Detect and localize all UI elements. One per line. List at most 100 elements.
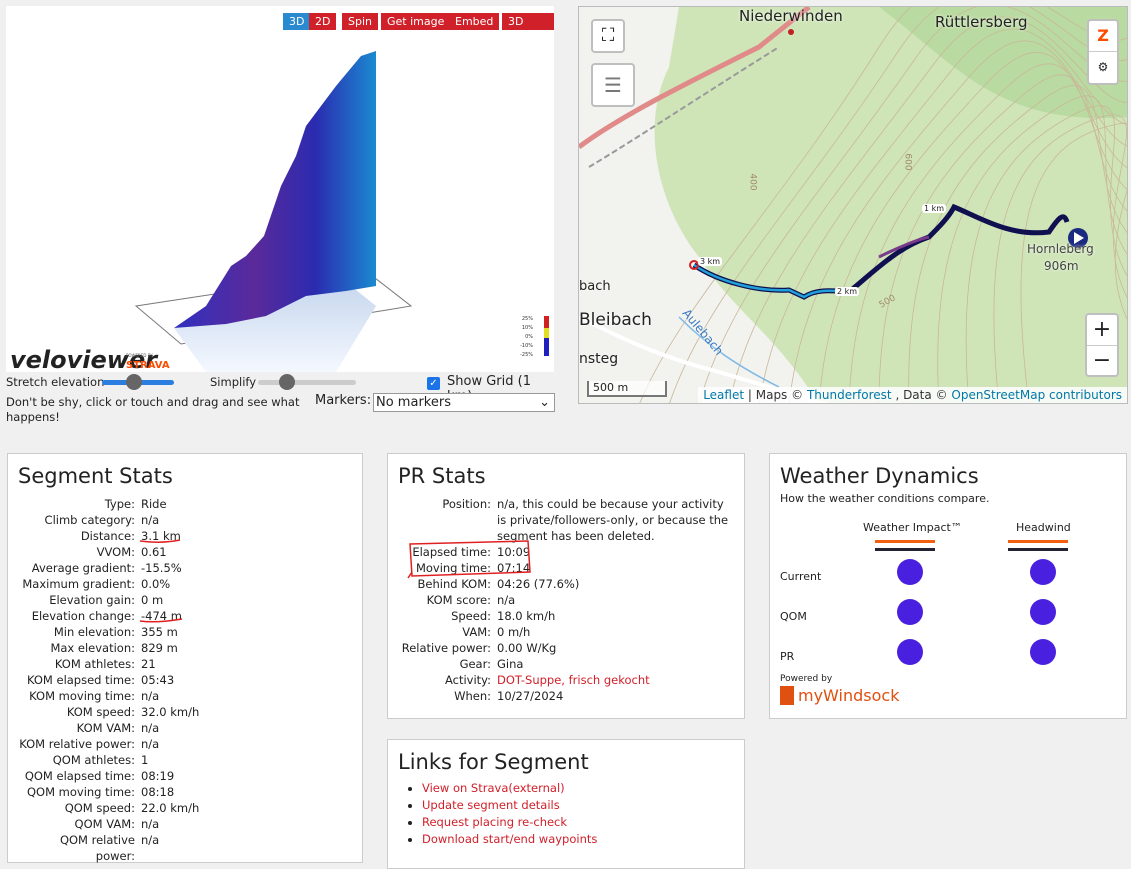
segment-link[interactable]: View on Strava(external) bbox=[422, 780, 734, 797]
column-head: Headwind bbox=[1016, 521, 1071, 534]
stat-label: Distance: bbox=[80, 529, 135, 543]
segment-link[interactable]: Request placing re-check bbox=[422, 814, 734, 831]
contour-label: 600 bbox=[902, 153, 913, 171]
zoom-out[interactable]: − bbox=[1092, 348, 1112, 373]
brand[interactable]: myWindsock bbox=[780, 686, 899, 705]
stat-label: Maximum gradient: bbox=[22, 577, 135, 591]
column-head: Weather Impact™ bbox=[863, 521, 962, 534]
elevation-3d: veloviewer POWERED BY STRAVA 25% 10% 0% -10… bbox=[10, 51, 549, 374]
peak-elevation: 906m bbox=[1044, 259, 1079, 273]
stat-value: 1 bbox=[141, 753, 149, 767]
viewer-button[interactable]: Spin bbox=[342, 13, 378, 30]
stat-label: QOM relative power: bbox=[59, 833, 135, 863]
viewer-button[interactable]: 2D bbox=[309, 13, 337, 30]
segment-link[interactable]: Download start/end waypoints bbox=[422, 831, 734, 848]
indicator bbox=[1030, 559, 1056, 585]
map[interactable]: Niederwinden Rüttlersberg Bleibach bach nste… bbox=[578, 6, 1128, 404]
viewer-button[interactable]: 3D Print bbox=[502, 13, 554, 45]
stat-label: QOM elapsed time: bbox=[24, 769, 135, 783]
segment-link[interactable]: Update segment details bbox=[422, 797, 734, 814]
arrow bbox=[875, 540, 935, 543]
stat-label: VVOM: bbox=[96, 545, 135, 559]
legend-label: -25% bbox=[520, 352, 533, 358]
zoom-control: + − bbox=[1085, 313, 1119, 377]
arrow bbox=[1008, 540, 1068, 543]
stat-label: Type: bbox=[104, 497, 135, 511]
viewer-button[interactable]: 3D bbox=[283, 13, 311, 30]
stat-value: n/a bbox=[141, 513, 160, 527]
stat-value: n/a, this could be because your activity… bbox=[497, 497, 729, 543]
strava: STRAVA bbox=[126, 360, 170, 371]
row-label: PR bbox=[780, 650, 795, 663]
stat-value: n/a bbox=[141, 721, 160, 735]
stat-value: 355 m bbox=[141, 625, 178, 639]
contour bbox=[639, 7, 1127, 403]
layers-button[interactable]: ☰ bbox=[591, 63, 635, 107]
stat-value: n/a bbox=[497, 593, 516, 607]
stat-value: 0.61 bbox=[141, 545, 167, 559]
scale-bar: 500 m bbox=[587, 381, 667, 397]
stat-value: 10/27/2024 bbox=[497, 689, 564, 703]
legend-label: -10% bbox=[520, 343, 533, 349]
markers-label: Markers: bbox=[315, 393, 372, 408]
slider-thumb[interactable] bbox=[126, 374, 142, 390]
contour bbox=[993, 114, 1127, 403]
fullscreen-button[interactable]: ⛶ bbox=[591, 19, 625, 53]
stat-value: n/a bbox=[141, 737, 160, 751]
viewer[interactable]: veloviewer POWERED BY STRAVA 25% 10% 0% -10… bbox=[6, 6, 554, 374]
links-panel: Links for Segment View on Strava(externa… bbox=[387, 739, 745, 869]
stat-value: 10:09 bbox=[497, 545, 531, 559]
panel-title: PR Stats bbox=[398, 464, 486, 488]
stat-label: Activity: bbox=[444, 673, 491, 687]
slider[interactable] bbox=[258, 380, 356, 385]
place-label: nsteg bbox=[579, 351, 619, 367]
km-marker: 2 km bbox=[835, 287, 860, 296]
contour bbox=[908, 85, 1127, 403]
indicator bbox=[897, 599, 923, 625]
viewer-button[interactable]: Embed bbox=[449, 13, 500, 30]
contour bbox=[937, 95, 1127, 403]
contour bbox=[1020, 122, 1127, 403]
stat-label: Max elevation: bbox=[50, 641, 135, 655]
contour bbox=[729, 16, 1127, 403]
attribution-part: , Data © bbox=[895, 388, 948, 402]
zoom-in[interactable]: + bbox=[1087, 315, 1117, 346]
stat-label: When: bbox=[454, 689, 491, 703]
contour bbox=[878, 74, 1127, 403]
panel-title: Segment Stats bbox=[18, 464, 173, 488]
attribution-part[interactable]: Thunderforest bbox=[806, 388, 892, 402]
attribution-part: | Maps © bbox=[747, 388, 804, 402]
map-tools[interactable]: Z ⚙ bbox=[1087, 19, 1119, 85]
contour-label: 400 bbox=[747, 173, 758, 191]
stat-label: KOM VAM: bbox=[76, 721, 135, 735]
hint: Don't be shy, click or touch and drag an… bbox=[6, 395, 300, 424]
stat-value: 08:18 bbox=[141, 785, 175, 799]
panel-title: Weather Dynamics bbox=[780, 464, 979, 488]
legend-label: 25% bbox=[522, 316, 533, 322]
viewer-button[interactable]: Get image bbox=[381, 13, 451, 30]
place-label: bach bbox=[579, 279, 611, 294]
markers-select[interactable]: No markers ⌄ bbox=[373, 393, 555, 412]
arrow bbox=[1008, 548, 1068, 551]
stat-value: 0 m bbox=[141, 593, 164, 607]
attribution: Leaflet | Maps © Thunderforest , Data © … bbox=[698, 387, 1127, 403]
contour bbox=[965, 105, 1127, 403]
powered-by: Powered by bbox=[780, 674, 833, 684]
checkbox[interactable]: ✓ bbox=[427, 377, 440, 390]
stat-value: 3.1 km bbox=[141, 529, 181, 543]
stat-label: Behind KOM: bbox=[417, 577, 491, 591]
attribution-part[interactable]: Leaflet bbox=[703, 388, 745, 402]
legend-label: 10% bbox=[522, 325, 533, 331]
stat-value[interactable]: DOT-Suppe, frisch gekocht bbox=[497, 673, 650, 687]
slider-thumb[interactable] bbox=[279, 374, 295, 390]
viewer-controls: Stretch elevation Simplify ✓ Show Grid (… bbox=[6, 374, 555, 426]
stat-label: Elevation change: bbox=[31, 609, 135, 623]
map-canvas bbox=[579, 7, 1127, 403]
indicator bbox=[1030, 639, 1056, 665]
attribution-part[interactable]: OpenStreetMap contributors bbox=[951, 388, 1122, 402]
stat-value: 0.00 W/Kg bbox=[497, 641, 557, 655]
stat-label: QOM moving time: bbox=[26, 785, 135, 799]
simplify-label: Simplify bbox=[210, 375, 257, 389]
stat-label: Climb category: bbox=[44, 513, 135, 527]
